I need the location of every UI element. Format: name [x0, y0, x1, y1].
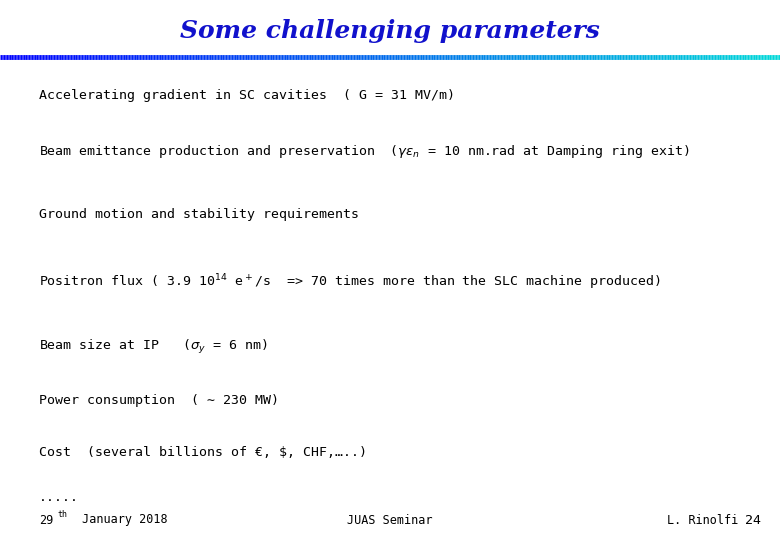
Text: Accelerating gradient in SC cavities  ( G = 31 MV/m): Accelerating gradient in SC cavities ( G…: [39, 89, 455, 102]
Text: .....: .....: [39, 491, 79, 504]
Text: 24: 24: [745, 514, 761, 526]
Text: Ground motion and stability requirements: Ground motion and stability requirements: [39, 208, 359, 221]
Text: Beam size at IP   ($\sigma_y$ = 6 nm): Beam size at IP ($\sigma_y$ = 6 nm): [39, 338, 268, 355]
Text: Cost  (several billions of €, $, CHF,…..): Cost (several billions of €, $, CHF,…..): [39, 446, 367, 458]
Text: Power consumption  ( ∼ 230 MW): Power consumption ( ∼ 230 MW): [39, 394, 279, 407]
Text: 29: 29: [39, 514, 53, 526]
Text: Positron flux ( 3.9 10$^{14}$ e$^+$/s  => 70 times more than the SLC machine pro: Positron flux ( 3.9 10$^{14}$ e$^+$/s =>…: [39, 273, 661, 292]
Text: Beam emittance production and preservation  ($\gamma\varepsilon_n$ = 10 nm.rad a: Beam emittance production and preservati…: [39, 143, 690, 160]
Text: L. Rinolfi: L. Rinolfi: [667, 514, 738, 526]
Text: Some challenging parameters: Some challenging parameters: [180, 19, 600, 43]
Text: January 2018: January 2018: [75, 514, 168, 526]
Text: JUAS Seminar: JUAS Seminar: [347, 514, 433, 526]
Text: th: th: [58, 510, 68, 519]
